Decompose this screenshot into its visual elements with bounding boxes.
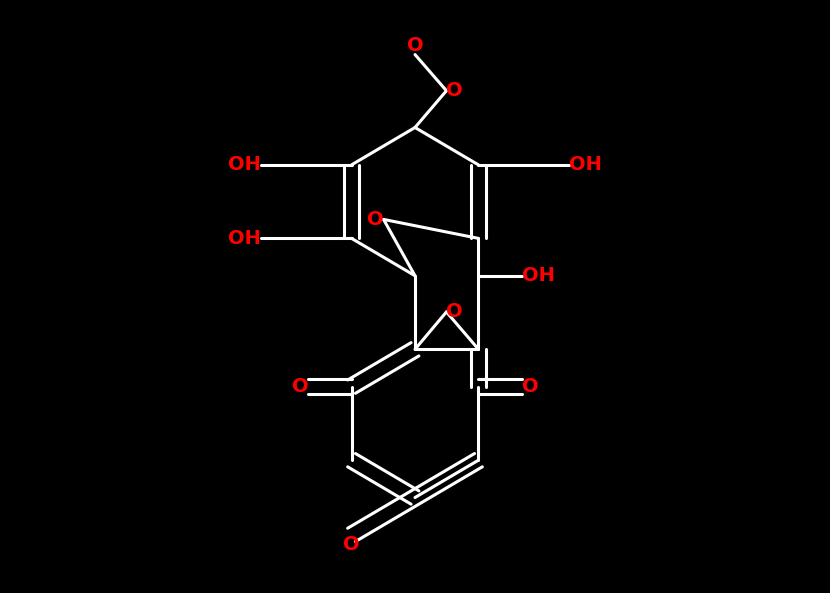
- Text: O: O: [447, 81, 463, 100]
- Text: O: O: [291, 377, 308, 396]
- Text: O: O: [522, 377, 539, 396]
- Text: OH: OH: [569, 155, 602, 174]
- Text: OH: OH: [228, 155, 261, 174]
- Text: OH: OH: [228, 229, 261, 248]
- Text: O: O: [447, 302, 463, 321]
- Text: O: O: [367, 210, 383, 229]
- Text: O: O: [407, 36, 423, 55]
- Text: OH: OH: [522, 266, 554, 285]
- Text: O: O: [344, 535, 360, 554]
